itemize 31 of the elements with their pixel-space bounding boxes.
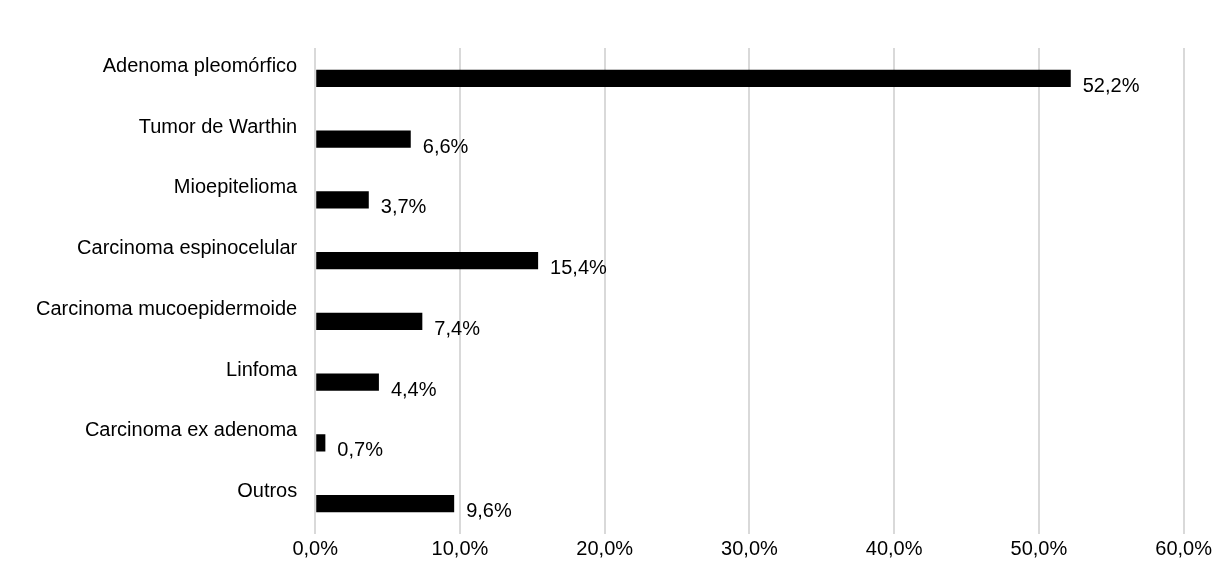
bar — [316, 252, 539, 270]
bar — [316, 69, 1071, 87]
bar — [316, 495, 455, 513]
x-tick-label: 40,0% — [865, 536, 923, 559]
data-label: 52,2% — [1082, 73, 1140, 96]
x-tick-label: 30,0% — [721, 536, 778, 559]
y-tick-label: Carcinoma mucoepidermoide — [36, 296, 298, 319]
data-label: 4,4% — [390, 377, 437, 400]
y-tick-label: Linfoma — [226, 357, 299, 380]
y-tick-label: Adenoma pleomórfico — [102, 53, 298, 76]
x-tick-label: 10,0% — [431, 536, 489, 559]
data-label: 3,7% — [380, 195, 427, 218]
bar — [316, 373, 379, 391]
x-tick-label: 20,0% — [576, 536, 634, 559]
y-tick-label: Carcinoma ex adenoma — [84, 418, 299, 441]
data-label: 15,4% — [550, 256, 608, 279]
bar — [316, 130, 411, 148]
data-label: 9,6% — [466, 499, 512, 522]
data-label: 7,4% — [434, 316, 481, 339]
data-label: 6,6% — [422, 134, 469, 157]
x-tick-label: 50,0% — [1010, 536, 1068, 559]
y-tick-label: Tumor de Warthin — [138, 114, 298, 137]
bar — [316, 434, 326, 452]
x-tick-label: 0,0% — [292, 536, 339, 559]
bar — [316, 312, 423, 330]
y-tick-label: Mioepitelioma — [173, 175, 299, 198]
y-tick-label: Carcinoma espinocelular — [77, 236, 298, 259]
x-tick-label: 60,0% — [1155, 536, 1213, 559]
bar — [316, 191, 369, 209]
y-tick-label: Outros — [237, 479, 298, 502]
data-label: 0,7% — [337, 438, 384, 461]
